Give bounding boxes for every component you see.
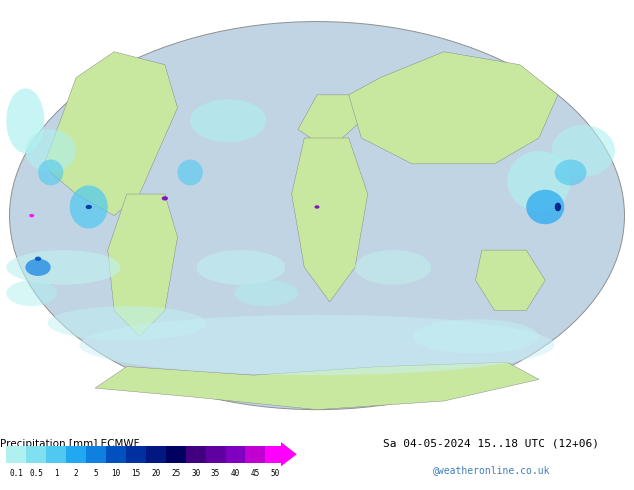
Polygon shape — [95, 362, 539, 410]
Text: 10: 10 — [112, 469, 120, 478]
Text: 5: 5 — [94, 469, 98, 478]
Ellipse shape — [555, 203, 561, 211]
Bar — [66, 446, 86, 463]
Text: 25: 25 — [171, 469, 180, 478]
Text: 40: 40 — [231, 469, 240, 478]
Text: 2: 2 — [74, 469, 79, 478]
Ellipse shape — [48, 306, 206, 341]
Bar — [146, 446, 165, 463]
Ellipse shape — [35, 257, 41, 261]
Text: 45: 45 — [251, 469, 260, 478]
Ellipse shape — [555, 160, 586, 185]
Ellipse shape — [314, 205, 320, 209]
Ellipse shape — [552, 125, 615, 177]
Polygon shape — [349, 52, 558, 164]
Ellipse shape — [70, 185, 108, 228]
Text: @weatheronline.co.uk: @weatheronline.co.uk — [432, 466, 550, 475]
Ellipse shape — [38, 160, 63, 185]
Ellipse shape — [25, 129, 76, 172]
Ellipse shape — [412, 319, 539, 354]
Ellipse shape — [6, 280, 57, 306]
Bar — [165, 446, 186, 463]
Ellipse shape — [178, 160, 203, 185]
Polygon shape — [292, 138, 368, 302]
Text: 50: 50 — [271, 469, 280, 478]
Bar — [226, 446, 245, 463]
Text: 15: 15 — [131, 469, 141, 478]
Text: 20: 20 — [151, 469, 160, 478]
Ellipse shape — [197, 250, 285, 285]
Ellipse shape — [235, 280, 298, 306]
Polygon shape — [108, 194, 178, 336]
Bar — [126, 446, 146, 463]
Bar — [106, 446, 126, 463]
Ellipse shape — [190, 99, 266, 142]
Bar — [266, 446, 285, 463]
Polygon shape — [281, 442, 297, 466]
Text: 0.1: 0.1 — [10, 469, 23, 478]
Ellipse shape — [355, 250, 431, 285]
Ellipse shape — [25, 259, 51, 276]
Ellipse shape — [10, 22, 624, 410]
Ellipse shape — [6, 250, 120, 285]
Text: 35: 35 — [211, 469, 220, 478]
Polygon shape — [44, 52, 178, 216]
Ellipse shape — [526, 190, 564, 224]
Ellipse shape — [6, 88, 44, 153]
Bar — [6, 446, 26, 463]
Polygon shape — [476, 250, 545, 311]
Text: 30: 30 — [191, 469, 200, 478]
Ellipse shape — [162, 196, 168, 200]
Text: 0.5: 0.5 — [29, 469, 43, 478]
Bar — [245, 446, 266, 463]
Bar — [86, 446, 106, 463]
Bar — [186, 446, 205, 463]
Ellipse shape — [86, 205, 92, 209]
Ellipse shape — [507, 151, 571, 211]
Bar — [205, 446, 226, 463]
Text: Precipitation [mm] ECMWF: Precipitation [mm] ECMWF — [0, 439, 139, 448]
Polygon shape — [298, 95, 361, 142]
Text: 1: 1 — [54, 469, 58, 478]
Ellipse shape — [29, 214, 34, 218]
Bar — [46, 446, 66, 463]
Bar — [26, 446, 46, 463]
Ellipse shape — [79, 315, 555, 375]
Text: Sa 04-05-2024 15..18 UTC (12+06): Sa 04-05-2024 15..18 UTC (12+06) — [384, 439, 599, 448]
